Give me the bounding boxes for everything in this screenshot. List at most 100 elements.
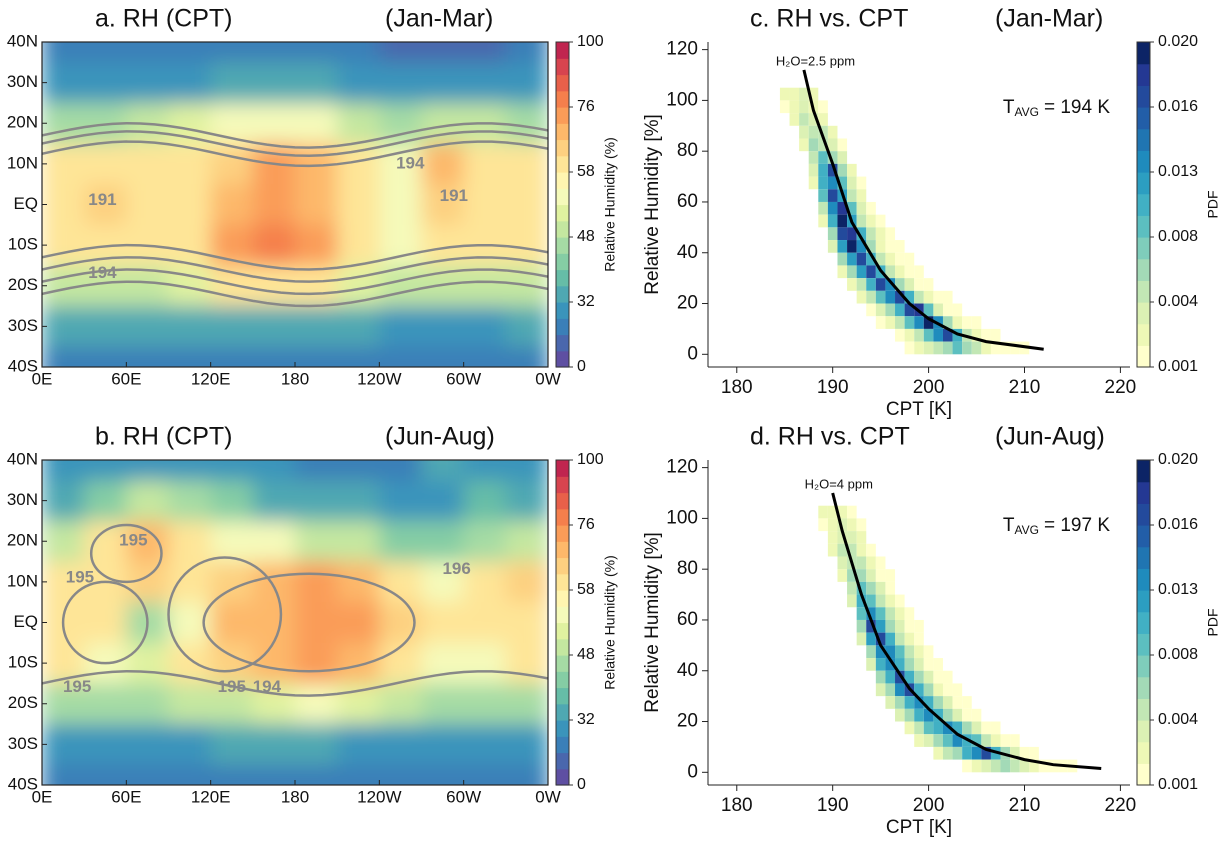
pdf-cell	[981, 746, 991, 760]
pdf-cell	[990, 328, 1001, 342]
pdf-cell	[895, 683, 905, 697]
rh-cell	[337, 602, 380, 644]
colorbar-swatch	[556, 139, 569, 157]
pdf-cell	[866, 658, 876, 671]
pdf-cell	[1029, 759, 1039, 773]
rh-cell	[210, 42, 254, 63]
y-tick-label: EQ	[13, 612, 38, 631]
rh-cell	[379, 683, 422, 725]
pdf-cell	[952, 316, 963, 329]
rh-cell	[463, 143, 507, 185]
rh-cell	[126, 460, 169, 481]
y-tick-label: 0	[687, 761, 698, 782]
pdf-cell	[875, 594, 886, 608]
rh-cell	[379, 42, 422, 63]
pdf-cell	[904, 658, 915, 671]
colorbar-swatch	[556, 253, 569, 271]
rh-field	[42, 42, 548, 367]
y-tick-label: 20	[677, 711, 698, 732]
colorbar-label: Relative Humidity (%)	[602, 555, 618, 690]
rh-cell	[295, 102, 338, 145]
pdf-cell	[885, 670, 896, 684]
pdf-cell	[847, 518, 857, 532]
pdf-cell	[904, 316, 915, 329]
colorbar-swatch	[1137, 568, 1150, 591]
rh-cell	[168, 224, 212, 266]
pdf-cell	[827, 201, 838, 215]
pdf-cell	[933, 683, 943, 697]
pdf-cell	[866, 290, 876, 304]
pdf-cell	[856, 569, 867, 582]
y-tick-label: 20S	[8, 275, 38, 294]
colorbar-tick-label: 100	[577, 33, 604, 50]
pdf-cell	[914, 619, 924, 633]
pdf-cell	[837, 265, 848, 279]
rh-cell	[84, 62, 127, 104]
rh-cell	[463, 42, 507, 63]
pdf-cell	[799, 138, 809, 152]
colorbar-swatch	[556, 541, 569, 559]
rh-cell	[463, 683, 507, 725]
pdf-cell	[933, 303, 943, 317]
rh-cell	[210, 480, 254, 522]
pdf-cell	[904, 265, 915, 279]
annotation-text: = 194 K	[1044, 97, 1110, 118]
x-tick-label: 120W	[357, 787, 401, 806]
colorbar-swatch	[1137, 525, 1150, 548]
colorbar-swatch	[1137, 676, 1150, 699]
pdf-cell	[914, 658, 924, 671]
pdf-cell	[837, 505, 848, 519]
pdf-cell	[904, 670, 915, 684]
rh-cell	[84, 460, 127, 481]
pdf-cell	[827, 138, 838, 152]
pdf-cell	[827, 543, 838, 557]
chart-period: (Jan-Mar)	[995, 5, 1103, 33]
pdf-cell	[866, 556, 876, 570]
colorbar-tick-label: 0.001	[1158, 776, 1198, 793]
pdf-cell	[808, 125, 819, 139]
rh-cell	[126, 764, 169, 785]
pdf-cell	[856, 290, 867, 304]
y-tick-label: 30S	[8, 734, 38, 753]
x-tick-label: 0W	[535, 369, 561, 388]
colorbar-swatch	[556, 622, 569, 640]
pdf-cell	[856, 176, 867, 190]
pdf-cell	[818, 163, 828, 177]
rh-cell	[505, 143, 548, 185]
colorbar-tick-label: 32	[577, 711, 595, 728]
pdf-cell	[904, 721, 915, 735]
rh-cell	[505, 346, 548, 367]
rh-cell	[463, 460, 507, 481]
pdf-cell	[942, 303, 953, 317]
pdf-cell	[885, 252, 896, 266]
pdf-cell	[856, 619, 867, 633]
pdf-cell	[895, 708, 905, 722]
rh-cell	[337, 346, 380, 367]
colorbar-swatch	[1137, 128, 1150, 151]
pdf-cell	[856, 594, 867, 608]
y-tick-label: 20	[677, 293, 698, 314]
x-tick-label: 0E	[32, 787, 53, 806]
pdf-cell	[923, 670, 934, 684]
colorbar-tick-label: 0.016	[1158, 516, 1198, 533]
rh-cell	[505, 42, 548, 63]
rh-cell	[210, 602, 254, 644]
pdf-cell	[847, 163, 857, 177]
pdf-cell	[875, 632, 886, 646]
pdf-cell	[779, 100, 790, 114]
rh-cell	[42, 764, 85, 785]
x-tick-label: 190	[817, 795, 849, 816]
colorbar-swatch	[1137, 150, 1150, 173]
rh-cell	[379, 184, 422, 226]
colorbar-swatch	[1137, 481, 1150, 504]
pdf-cell	[856, 556, 867, 570]
rh-cell	[168, 724, 212, 766]
rh-cell	[126, 642, 169, 684]
pdf-cell	[962, 708, 972, 722]
colorbar-tick-label: 0.013	[1158, 581, 1198, 598]
pdf-cell	[971, 316, 982, 329]
pdf-cell	[933, 708, 943, 722]
pdf-cell	[1029, 746, 1039, 760]
pdf-cell	[933, 746, 943, 760]
rh-cell	[421, 561, 465, 603]
